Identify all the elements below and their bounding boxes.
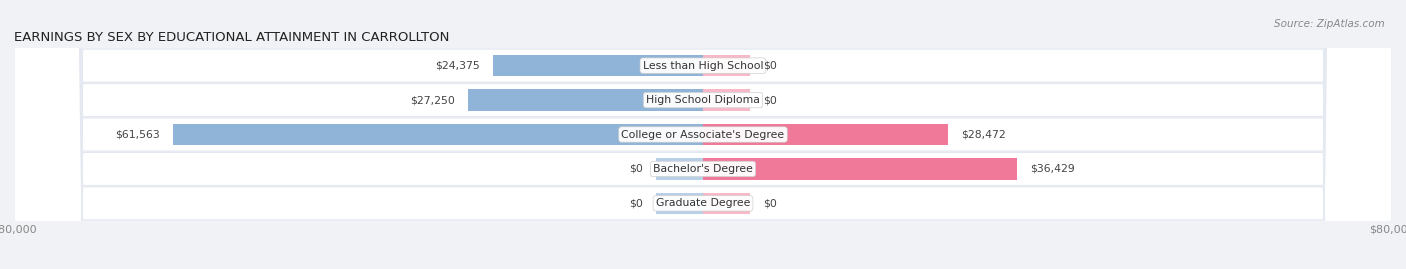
- Text: EARNINGS BY SEX BY EDUCATIONAL ATTAINMENT IN CARROLLTON: EARNINGS BY SEX BY EDUCATIONAL ATTAINMEN…: [14, 31, 450, 44]
- FancyBboxPatch shape: [14, 0, 1392, 269]
- FancyBboxPatch shape: [14, 0, 1392, 269]
- Text: $0: $0: [628, 198, 643, 208]
- Text: $0: $0: [763, 198, 778, 208]
- Bar: [655, 193, 703, 214]
- Text: Graduate Degree: Graduate Degree: [655, 198, 751, 208]
- Text: Source: ZipAtlas.com: Source: ZipAtlas.com: [1274, 19, 1385, 29]
- Text: Bachelor's Degree: Bachelor's Degree: [652, 164, 754, 174]
- Bar: [494, 55, 703, 76]
- Bar: [173, 124, 703, 145]
- Text: $0: $0: [763, 95, 778, 105]
- Bar: [468, 89, 703, 111]
- Text: $24,375: $24,375: [436, 61, 481, 71]
- Bar: [703, 124, 948, 145]
- Text: $36,429: $36,429: [1029, 164, 1074, 174]
- Bar: [703, 158, 1017, 180]
- FancyBboxPatch shape: [14, 0, 1392, 269]
- Text: $0: $0: [628, 164, 643, 174]
- Bar: [703, 89, 751, 111]
- FancyBboxPatch shape: [14, 0, 1392, 269]
- Text: $61,563: $61,563: [115, 129, 160, 140]
- Text: $27,250: $27,250: [411, 95, 456, 105]
- Text: High School Diploma: High School Diploma: [647, 95, 759, 105]
- FancyBboxPatch shape: [14, 0, 1392, 269]
- Text: Less than High School: Less than High School: [643, 61, 763, 71]
- Text: $28,472: $28,472: [962, 129, 1005, 140]
- Bar: [655, 158, 703, 180]
- Bar: [703, 55, 751, 76]
- Text: $0: $0: [763, 61, 778, 71]
- Text: College or Associate's Degree: College or Associate's Degree: [621, 129, 785, 140]
- Bar: [703, 193, 751, 214]
